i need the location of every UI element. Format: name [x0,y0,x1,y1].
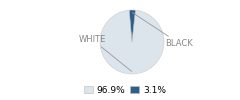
Wedge shape [129,10,135,42]
Text: WHITE: WHITE [78,35,132,71]
Wedge shape [100,10,164,74]
Legend: 96.9%, 3.1%: 96.9%, 3.1% [83,85,167,96]
Text: BLACK: BLACK [132,13,193,48]
